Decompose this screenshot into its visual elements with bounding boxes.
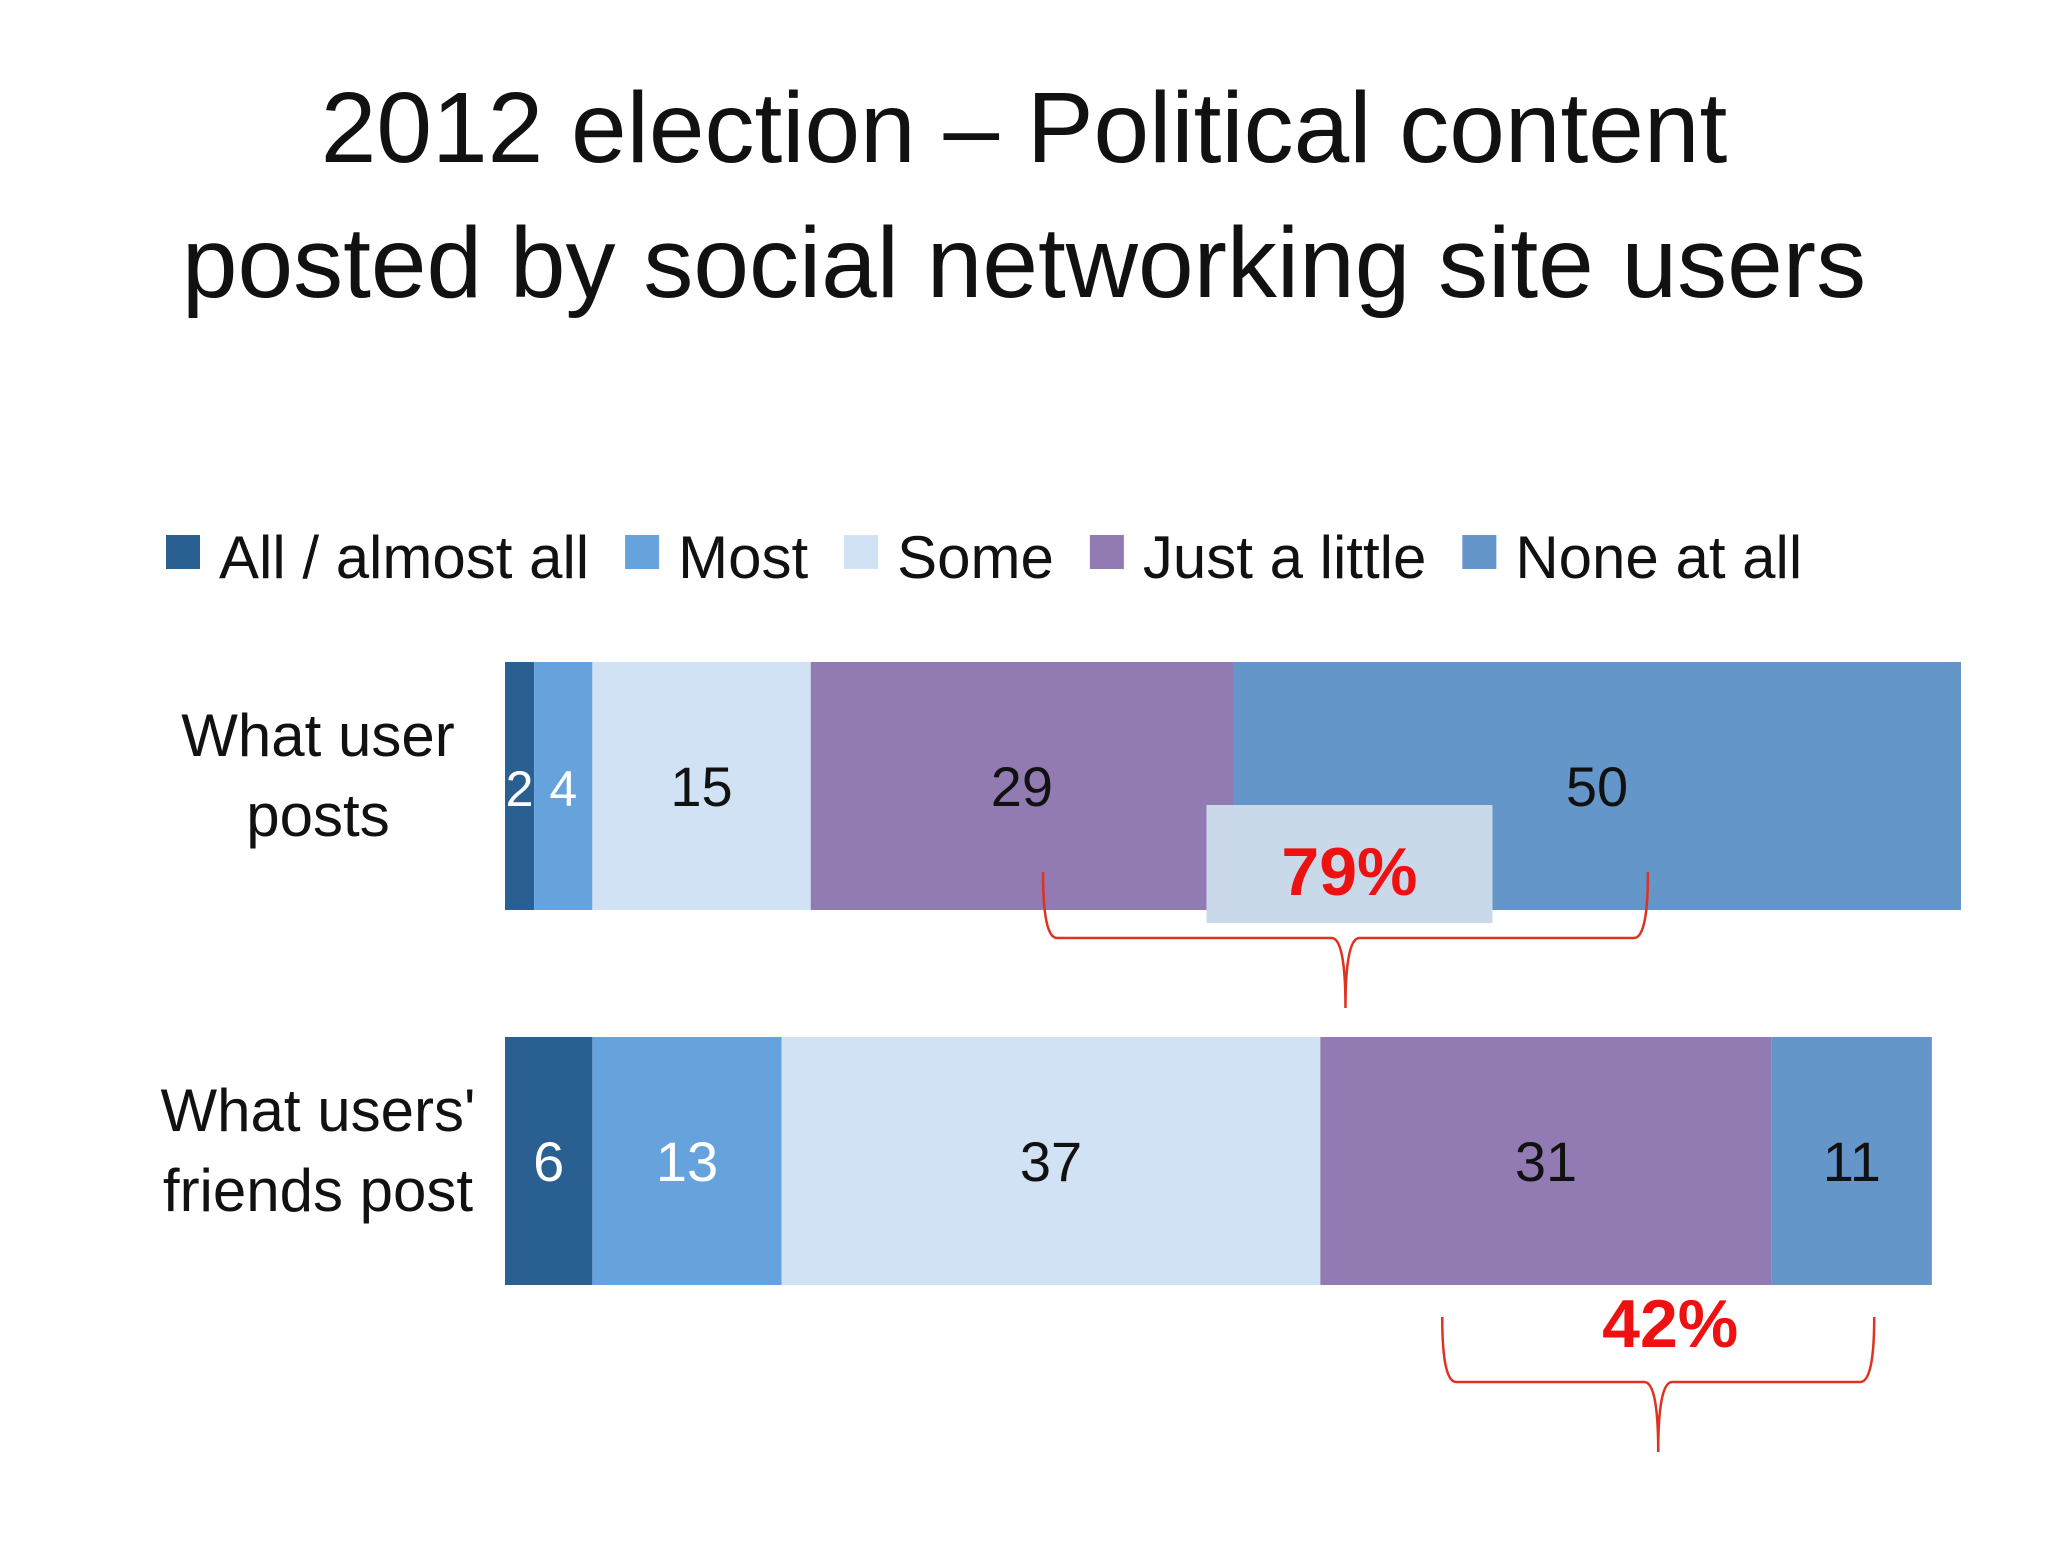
bar-what-user-posts-some [592,662,811,910]
data-label-what-users-friends-post-most: 13 [656,1130,718,1193]
bar-what-users-friends-post-most [592,1037,782,1285]
data-label-what-user-posts-all-almost-all: 2 [506,761,534,817]
slide-title-line-2: posted by social networking site users [182,207,1866,319]
category-label-what-users-friends-post-line-2: friends post [163,1157,473,1224]
data-label-what-users-friends-post-none-at-all: 11 [1823,1130,1881,1193]
annotation-what-users-friends-post: 42% [1602,1286,1738,1362]
annotation-what-user-posts: 79% [1281,834,1417,910]
bar-what-users-friends-post-none-at-all [1771,1037,1932,1285]
brace-what-user-posts [1041,871,1650,1009]
data-label-what-users-friends-post-just-a-little: 31 [1515,1130,1577,1193]
legend-swatch-most [625,535,660,569]
legend-swatch-just-a-little [1089,535,1124,569]
bar-what-users-friends-post-all-almost-all [505,1037,593,1285]
category-label-what-users-friends-post-line-1: What users' [161,1077,476,1144]
data-label-what-users-friends-post-some: 37 [1020,1130,1082,1193]
category-label-what-user-posts-line-2: posts [246,782,389,849]
legend: All / almost all Most Some Just a little Non… [166,524,1802,591]
data-label-what-user-posts-none-at-all: 50 [1566,755,1628,818]
bar-what-user-posts-all-almost-all [505,662,535,910]
slide-title-line-1: 2012 election – Political content [321,72,1728,184]
legend-label-none-at-all: None at all [1515,524,1802,591]
legend-label-all-almost-all: All / almost all [219,524,589,591]
legend-swatch-all-almost-all [166,535,200,569]
data-label-what-user-posts-some: 15 [670,755,732,818]
annotation-box-what-user-posts [1206,805,1493,923]
annotations: 79% 42% [1041,805,1876,1453]
data-label-what-user-posts-most: 4 [549,761,577,817]
brace-what-users-friends-post [1440,1316,1876,1453]
bars: 2 4 15 29 50 6 13 37 31 11 [505,662,1961,1285]
bar-what-user-posts-just-a-little [810,662,1233,910]
bar-what-user-posts-most [534,662,593,910]
bar-what-users-friends-post-just-a-little [1320,1037,1772,1285]
legend-label-some: Some [897,524,1054,591]
category-labels: What user posts What users' friends post [161,702,476,1224]
legend-label-just-a-little: Just a little [1143,524,1426,591]
legend-swatch-none-at-all [1462,535,1497,569]
legend-label-most: Most [678,524,808,591]
data-label-what-users-friends-post-all-almost-all: 6 [533,1130,564,1193]
category-label-what-user-posts-line-1: What user [181,702,454,769]
data-label-what-user-posts-just-a-little: 29 [991,755,1053,818]
bar-what-users-friends-post-some [781,1037,1321,1285]
legend-swatch-some [844,535,879,569]
